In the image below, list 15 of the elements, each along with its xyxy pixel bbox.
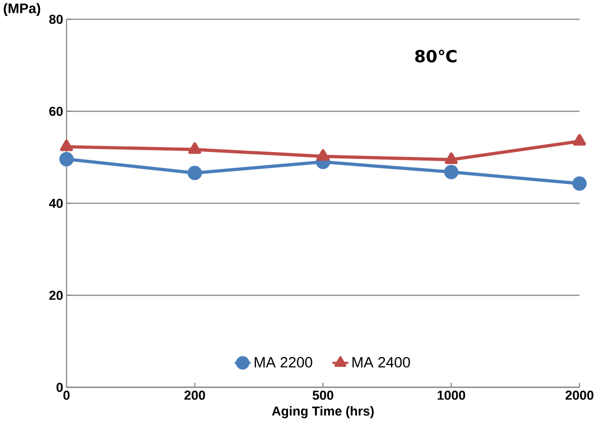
x-tick-label: 0: [63, 390, 70, 400]
x-tick-label: 1000: [438, 390, 466, 400]
legend-label: MA 2200: [254, 356, 312, 368]
x-tick-label: 2000: [566, 390, 594, 400]
x-tick-label: 500: [312, 390, 334, 400]
y-tick-label: 80: [49, 14, 63, 24]
y-axis-title: (MPa): [4, 2, 40, 16]
y-tick-label: 0: [56, 382, 63, 392]
annotation: 80℃: [415, 50, 456, 62]
legend-label: MA 2400: [352, 356, 410, 368]
y-tick-label: 60: [49, 106, 63, 116]
x-axis-title: Aging Time (hrs): [272, 406, 374, 418]
y-tick-label: 20: [49, 290, 63, 300]
x-tick-label: 200: [184, 390, 206, 400]
y-tick-label: 40: [49, 198, 63, 208]
